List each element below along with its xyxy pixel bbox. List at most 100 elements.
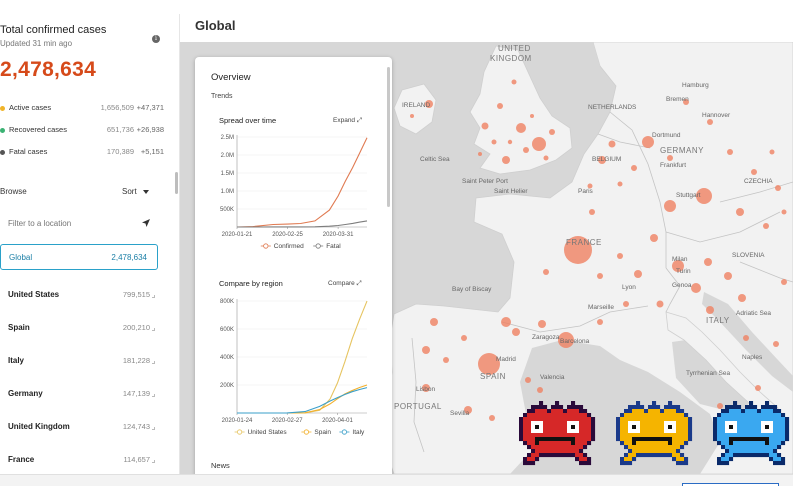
pixel [640,437,645,442]
pixel [575,421,580,426]
bottom-button[interactable] [682,483,779,486]
pixel [717,425,722,430]
map-label: Genoa [672,282,692,289]
x-tick-label: 2020-02-27 [272,418,303,424]
pixel [761,429,766,434]
location-filter-input[interactable] [0,213,160,233]
expand-button[interactable]: Expand ⤢ [333,117,362,125]
pixel [672,445,677,450]
pixel [519,433,524,438]
pixel [721,417,726,422]
x-tick-label: 2020-02-25 [272,232,303,238]
pixel [733,433,738,438]
pixel [737,433,742,438]
pixel [725,457,730,462]
pixel [680,461,685,466]
map-label: Saint Helier [494,188,528,195]
pixel [539,421,544,426]
pixel [761,409,766,414]
overview-title: Overview [211,72,251,83]
pixel [640,445,645,450]
pixel [636,453,641,458]
pixel [753,433,758,438]
pixel [749,405,754,410]
pixel [539,409,544,414]
location-item-spain[interactable]: Spain 200,210 [0,320,158,336]
pixel [519,429,524,434]
pixel [527,453,532,458]
pixel [660,413,665,418]
pixel [652,429,657,434]
pixel [636,405,641,410]
pixel [567,437,572,442]
expand-arrows-icon: ⤢ [356,280,362,287]
pixel [648,449,653,454]
pixel [777,457,782,462]
pixel [765,449,770,454]
locate-arrow-icon[interactable] [141,218,151,228]
pixel [644,437,649,442]
pixel [563,449,568,454]
legend-marker [263,243,269,249]
pixel [668,433,673,438]
location-item-united-states[interactable]: United States 799,515 [0,287,158,303]
location-item-germany[interactable]: Germany 147,139 [0,386,158,402]
pixel [749,437,754,442]
pixel [749,401,754,406]
location-item-global[interactable]: Global 2,478,634 [0,244,158,270]
pixel [551,453,556,458]
pixel [551,441,556,446]
pixel [769,449,774,454]
y-tick-label: 400K [220,355,234,361]
map-label: GERMANY [660,146,704,155]
pixel [777,417,782,422]
pixel [587,429,592,434]
pixel [527,461,532,466]
pixel [721,457,726,462]
pixel [757,441,762,446]
pixel [555,433,560,438]
compare-button[interactable]: Compare ⤢ [328,280,362,288]
legend-label: Fatal [326,243,341,250]
pixel [644,421,649,426]
location-item-united-kingdom[interactable]: United Kingdom 124,743 [0,419,158,435]
pixel [628,409,633,414]
pixel [656,453,661,458]
pixel [563,409,568,414]
pixel [656,441,661,446]
location-item-italy[interactable]: Italy 181,228 [0,353,158,369]
pixel [559,425,564,430]
map-label: Saint Peter Port [462,178,508,185]
pixel [765,425,770,430]
pixel [640,425,645,430]
pixel [579,449,584,454]
pixel [523,441,528,446]
pixel [769,425,774,430]
pixel [567,409,572,414]
pixel [733,449,738,454]
pixel [535,413,540,418]
info-icon[interactable]: i [152,35,160,43]
pixel [628,461,633,466]
legend-marker [315,243,321,249]
sort-dropdown[interactable]: Sort [122,187,149,196]
sidebar-scrollbar[interactable] [175,172,178,194]
location-item-france[interactable]: France 114,657 [0,452,158,468]
caret-down-icon [142,189,149,194]
pixel [620,461,625,466]
map-label: Valencia [540,374,565,381]
pixel [567,405,572,410]
pixel [753,449,758,454]
pixel [745,433,750,438]
pixel [765,413,770,418]
pixel [741,409,746,414]
pixel [636,449,641,454]
series-line [237,387,368,414]
pixel [632,449,637,454]
pixel [535,437,540,442]
pixel [721,437,726,442]
pixel [684,421,689,426]
overview-scrollbar[interactable] [387,67,390,207]
pixel [535,457,540,462]
pixel [555,425,560,430]
